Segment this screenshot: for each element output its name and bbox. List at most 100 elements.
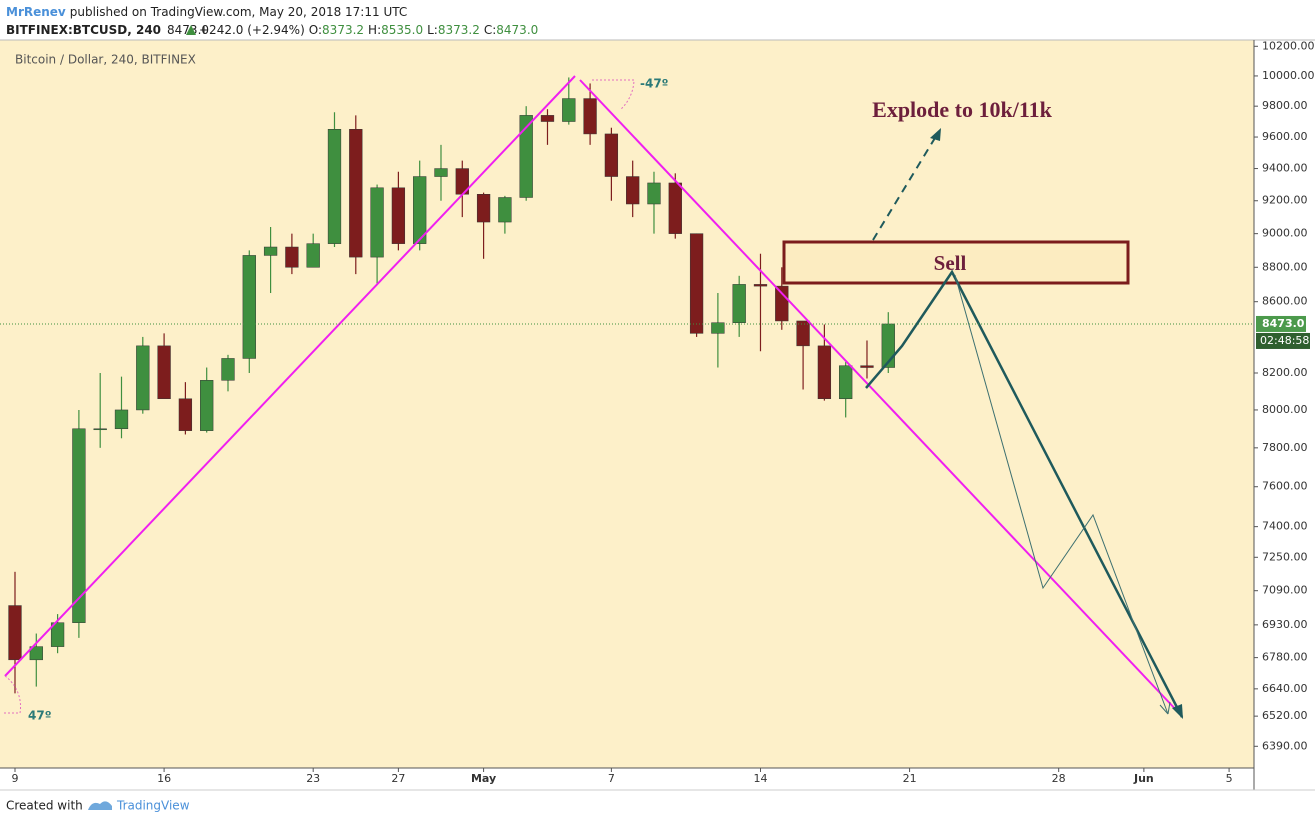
up-arrow <box>186 25 196 35</box>
angle-label: -47º <box>640 77 669 91</box>
header-line-2: BITFINEX:BTCUSD, 240 8473.0 <box>6 23 209 37</box>
y-tick-label: 9600.00 <box>1262 130 1308 143</box>
last-price-label: 8473.0 <box>1262 317 1305 330</box>
candle-body <box>817 345 832 400</box>
candle-body <box>200 380 214 431</box>
angle-arc <box>3 675 21 714</box>
projection-path <box>865 269 1184 718</box>
candle-body <box>647 182 661 205</box>
candle-body <box>434 168 448 177</box>
ohlc-value: 8473.0 <box>496 23 538 37</box>
candle-body <box>860 365 874 368</box>
footer-brand[interactable]: TradingView <box>116 799 190 813</box>
x-tick-label: 9 <box>11 772 18 785</box>
y-tick-label: 7600.00 <box>1262 480 1308 493</box>
author[interactable]: MrRenev <box>6 5 66 19</box>
candle-body <box>50 622 65 647</box>
x-tick-label: 16 <box>157 772 171 785</box>
candle-body <box>72 428 86 623</box>
countdown-label: 02:48:58 <box>1260 334 1309 347</box>
candle-body <box>476 194 491 223</box>
candle-body <box>391 187 406 244</box>
arrow-head <box>930 128 941 141</box>
last-price-tag <box>1256 315 1306 332</box>
x-tick-label: 23 <box>306 772 320 785</box>
x-tick-label: 21 <box>903 772 917 785</box>
arrow-head <box>1159 704 1169 715</box>
candle-body <box>285 246 299 268</box>
projection-path-alt <box>954 274 1169 715</box>
change: +242.0 (+2.94%) <box>199 23 305 37</box>
y-tick-label: 8200.00 <box>1262 366 1308 379</box>
candle-body <box>178 398 193 431</box>
y-tick-label: 6640.00 <box>1262 682 1308 695</box>
candle-body <box>327 129 342 244</box>
x-tick-label: 27 <box>391 772 405 785</box>
candle-body <box>796 320 810 347</box>
y-tick-label: 10200.00 <box>1262 39 1315 52</box>
candle-body <box>626 176 640 205</box>
header-change: +242.0 (+2.94%) O:8373.2 H:8535.0 L:8373.2 C… <box>199 23 538 37</box>
y-tick-label: 9400.00 <box>1262 162 1308 175</box>
candle-body <box>540 115 555 122</box>
candle-body <box>263 246 278 256</box>
candle-body <box>519 115 533 198</box>
y-tick-label: 7250.00 <box>1262 550 1308 563</box>
dashed-arrow <box>872 132 939 241</box>
trend-line-down <box>579 79 1181 715</box>
candle-body <box>732 284 746 323</box>
y-tick-label: 8800.00 <box>1262 260 1308 273</box>
y-tick-label: 8000.00 <box>1262 403 1308 416</box>
candle-body <box>157 345 171 400</box>
y-tick-label: 10000.00 <box>1262 69 1315 82</box>
header-line-1: MrRenev published on TradingView.com, May… <box>6 5 407 19</box>
x-tick-label: 7 <box>608 772 615 785</box>
symbol: BITFINEX:BTCUSD, 240 <box>6 23 161 37</box>
ohlc-value: 8373.2 <box>322 23 364 37</box>
x-tick-label: 28 <box>1052 772 1066 785</box>
chart-title: Bitcoin / Dollar, 240, BITFINEX <box>15 53 196 67</box>
ohlc-label: H: <box>368 23 381 37</box>
y-tick-label: 8600.00 <box>1262 295 1308 308</box>
axes: 10200.00 10000.00 9800.00 9600.00 9400.00 920… <box>0 39 1315 785</box>
candle-body <box>8 605 22 661</box>
candle-body <box>562 98 576 122</box>
candle-body <box>839 365 853 400</box>
candle-body <box>306 243 320 268</box>
tv-logo <box>88 801 112 810</box>
x-tick-label: 5 <box>1226 772 1233 785</box>
candle-body <box>136 345 150 411</box>
candle-body <box>370 187 384 258</box>
candle-body <box>114 409 129 430</box>
candle-body <box>93 428 107 431</box>
arrow-head <box>1167 701 1171 715</box>
y-tick-label: 6930.00 <box>1262 618 1308 631</box>
y-tick-label: 6390.00 <box>1262 739 1308 752</box>
y-tick-label: 7400.00 <box>1262 520 1308 533</box>
explode-label: Explode to 10k/11k <box>872 97 1052 122</box>
angle-arc <box>592 79 635 111</box>
y-tick-label: 9800.00 <box>1262 99 1308 112</box>
candle-body <box>668 182 682 234</box>
candle-body <box>413 176 427 244</box>
footer-created: Created with <box>6 799 83 813</box>
arrow-head <box>1172 704 1183 719</box>
x-tick-label: Jun <box>1133 772 1154 785</box>
candle-body <box>221 358 235 381</box>
candle-body <box>775 285 789 322</box>
ohlc-label: L: <box>427 23 438 37</box>
y-tick-label: 7090.00 <box>1262 584 1308 597</box>
trend-line-up <box>4 75 576 677</box>
candle-body <box>689 233 704 334</box>
candle-body <box>711 322 725 334</box>
y-tick-label: 9200.00 <box>1262 194 1308 207</box>
candle-body <box>349 129 363 258</box>
sell-label: Sell <box>934 251 967 275</box>
ohlc-value: 8373.2 <box>438 23 480 37</box>
y-tick-label: 9000.00 <box>1262 227 1308 240</box>
candles <box>8 77 895 694</box>
candle-body <box>29 646 43 661</box>
last: 8473.0 <box>167 23 209 37</box>
